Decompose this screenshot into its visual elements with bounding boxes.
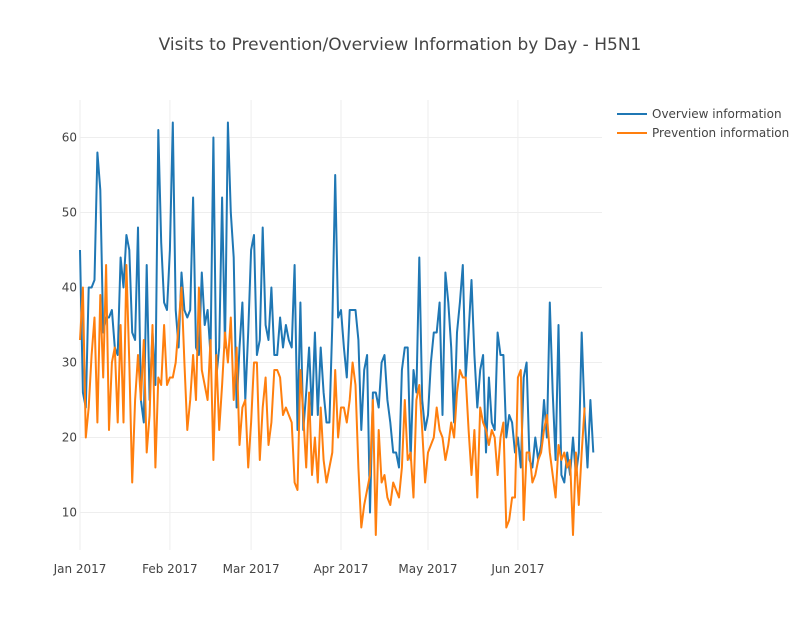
legend-label: Overview information xyxy=(652,107,782,121)
chart-title: Visits to Prevention/Overview Informatio… xyxy=(159,35,642,55)
y-tick-label: 40 xyxy=(62,281,77,295)
x-tick-label: Apr 2017 xyxy=(313,562,368,576)
legend-item-overview-information[interactable]: Overview information xyxy=(617,107,782,121)
x-tick-label: Feb 2017 xyxy=(142,562,198,576)
y-axis-ticks: 10 20 30 40 50 60 xyxy=(62,131,77,520)
prevention-information-line xyxy=(79,264,586,536)
overview-information-line xyxy=(79,121,595,514)
x-tick-label: Jun 2017 xyxy=(490,562,544,576)
y-tick-label: 60 xyxy=(62,131,77,145)
y-tick-label: 30 xyxy=(62,356,77,370)
legend[interactable]: Overview information Prevention informati… xyxy=(617,107,789,140)
y-tick-label: 20 xyxy=(62,431,77,445)
legend-label: Prevention information xyxy=(652,126,789,140)
x-tick-label: Jan 2017 xyxy=(53,562,107,576)
y-tick-label: 50 xyxy=(62,206,77,220)
y-tick-label: 10 xyxy=(62,506,77,520)
plot-series xyxy=(79,121,595,536)
x-tick-label: May 2017 xyxy=(398,562,457,576)
gridlines xyxy=(79,100,602,550)
x-axis-ticks: Jan 2017 Feb 2017 Mar 2017 Apr 2017 May 2017… xyxy=(53,562,545,576)
legend-item-prevention-information[interactable]: Prevention information xyxy=(617,126,789,140)
x-tick-label: Mar 2017 xyxy=(223,562,280,576)
